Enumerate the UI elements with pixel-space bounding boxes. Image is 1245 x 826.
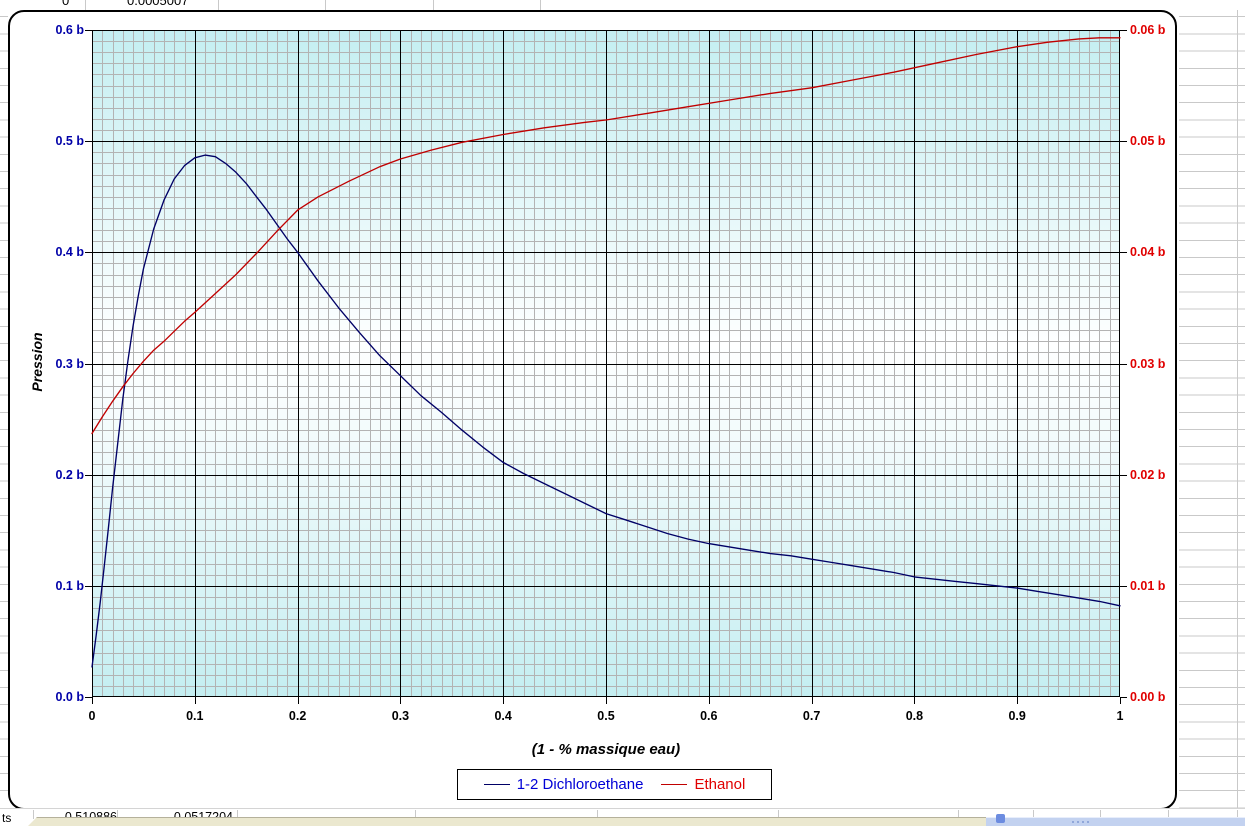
- sheet-column-gridline: [433, 0, 434, 10]
- sheet-cell-value: 0.0005007: [127, 0, 189, 8]
- series-line-sample-icon: [483, 784, 510, 785]
- sheet-row-gridlines-right[interactable]: [1179, 0, 1245, 808]
- scrollbar-chip-icon[interactable]: [996, 814, 1005, 823]
- chart-object[interactable]: Pression (1 - % massique eau) 0.6 b 0.5 b…: [8, 10, 1177, 810]
- scrollbar-grip-icon: [1087, 821, 1089, 823]
- axis-tick-label: 0: [88, 709, 96, 723]
- legend[interactable]: 1-2 Dichloroethane Ethanol: [457, 769, 772, 800]
- axis-tick-label: 0.6 b: [55, 23, 85, 37]
- sheet-column-gridline: [778, 810, 779, 819]
- sheet-column-gridline: [33, 810, 34, 819]
- sheet-column-gridline: [597, 810, 598, 819]
- axis-tick-label: 0.8: [905, 709, 924, 723]
- axis-tick-label: 0.2 b: [55, 467, 85, 482]
- axis-tick-label: 0.4: [494, 709, 512, 723]
- sheet-cell-value: 0: [62, 0, 70, 8]
- axis-tick-label: 0.0 b: [55, 690, 85, 704]
- legend-label: Ethanol: [694, 776, 746, 793]
- sheet-column-gridline: [1033, 810, 1034, 819]
- axis-tick-label: 0.9: [1008, 709, 1026, 723]
- axis-tick-label: 0.4 b: [55, 245, 85, 260]
- axis-tick-label: 0.00 b: [1130, 690, 1166, 704]
- scrollbar-grip-icon: [1082, 821, 1084, 823]
- axis-tick-label: 0.04 b: [1130, 245, 1166, 260]
- axis-tick-label: 0.2: [288, 709, 307, 723]
- sheet-column-gridline: [237, 810, 238, 819]
- sheet-column-gridline: [540, 0, 541, 10]
- axis-tick-label: 0.3 b: [55, 356, 85, 371]
- sheet-tab-label[interactable]: ts: [2, 811, 12, 825]
- sheet-column-gridline: [218, 0, 219, 10]
- sheet-column-gridline: [85, 0, 86, 10]
- axis-tick-label: 0.06 b: [1130, 23, 1166, 37]
- axis-tick-label: 0.03 b: [1130, 356, 1166, 371]
- sheet-column-gridline: [958, 810, 959, 819]
- axis-tick-label: 0.1: [186, 709, 204, 723]
- axis-tick-label: 0.1 b: [55, 578, 85, 593]
- sheet-top-row[interactable]: 0 0.0005007: [0, 0, 1245, 10]
- legend-entry-ethanol[interactable]: Ethanol: [661, 777, 745, 792]
- axis-tick-label: 1: [1116, 709, 1124, 723]
- scrollbar-grip-icon: [1072, 821, 1074, 823]
- scrollbar-grip-icon: [1077, 821, 1079, 823]
- sheet-column-gridline: [1100, 810, 1101, 819]
- sheet-column-gridline: [325, 0, 326, 10]
- axis-tick-label: 0.01 b: [1130, 578, 1166, 593]
- sheet-column-gridline: [117, 810, 118, 819]
- axis-tick-label: 0.7: [802, 709, 821, 723]
- axis-tick-label: 0.5 b: [55, 134, 85, 149]
- sheet-column-gridline: [1237, 810, 1238, 819]
- sheet-column-gridline: [1237, 0, 1238, 808]
- horizontal-scrollbar[interactable]: [986, 817, 1245, 826]
- axis-tick-label: 0.5: [597, 709, 615, 723]
- x-axis-title: (1 - % massique eau): [531, 741, 681, 758]
- sheet-row-gridline: [0, 808, 1245, 809]
- sheet-column-gridline: [415, 810, 416, 819]
- axis-tick-label: 0.05 b: [1130, 134, 1166, 149]
- sheet-row-gridlines-left: [0, 0, 8, 800]
- sheet-tab-bar[interactable]: [28, 817, 988, 826]
- axis-tick-label: 0.3: [391, 709, 410, 723]
- axis-tick-label: 0.6: [700, 709, 718, 723]
- sheet-column-gridline: [1168, 810, 1169, 819]
- legend-label: 1-2 Dichloroethane: [516, 776, 644, 793]
- plot-area[interactable]: [85, 30, 1127, 704]
- series-line-sample-icon: [661, 784, 688, 785]
- axis-tick-label: 0.02 b: [1130, 467, 1166, 482]
- legend-entry-dichloroethane[interactable]: 1-2 Dichloroethane: [483, 776, 644, 793]
